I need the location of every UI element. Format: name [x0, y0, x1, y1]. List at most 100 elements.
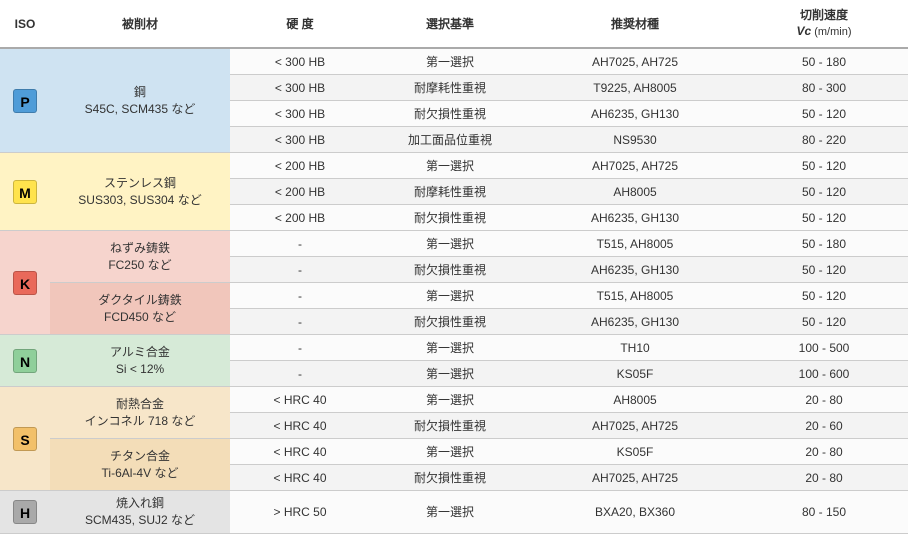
hdr-vc: 切削速度 Vc (m/min) [740, 0, 908, 48]
table-header-row: ISO 被削材 硬 度 選択基準 推奨材種 切削速度 Vc (m/min) [0, 0, 908, 48]
criteria-cell: 耐摩耗性重視 [370, 179, 530, 205]
vc-cell: 20 - 80 [740, 387, 908, 413]
iso-cell: N [0, 335, 50, 387]
material-name: チタン合金 [56, 448, 224, 465]
criteria-cell: 第一選択 [370, 439, 530, 465]
vc-cell: 20 - 60 [740, 413, 908, 439]
grade-cell: TH10 [530, 335, 740, 361]
vc-cell: 50 - 120 [740, 179, 908, 205]
hardness-cell: - [230, 257, 370, 283]
grade-cell: T515, AH8005 [530, 231, 740, 257]
iso-cell: H [0, 491, 50, 534]
material-name: 鋼 [56, 84, 224, 101]
hardness-cell: - [230, 283, 370, 309]
hardness-cell: < 200 HB [230, 205, 370, 231]
vc-cell: 20 - 80 [740, 465, 908, 491]
hardness-cell: < 200 HB [230, 153, 370, 179]
grade-cell: AH6235, GH130 [530, 205, 740, 231]
criteria-cell: 耐欠損性重視 [370, 465, 530, 491]
vc-cell: 50 - 120 [740, 309, 908, 335]
hardness-cell: < HRC 40 [230, 465, 370, 491]
hdr-material: 被削材 [50, 0, 230, 48]
grade-cell: AH6235, GH130 [530, 309, 740, 335]
hdr-grade: 推奨材種 [530, 0, 740, 48]
hardness-cell: < 300 HB [230, 101, 370, 127]
material-examples: FC250 など [56, 257, 224, 274]
iso-cell: K [0, 231, 50, 335]
hardness-cell: < HRC 40 [230, 413, 370, 439]
grade-cell: NS9530 [530, 127, 740, 153]
material-examples: FCD450 など [56, 309, 224, 326]
grade-cell: T9225, AH8005 [530, 75, 740, 101]
vc-cell: 50 - 120 [740, 283, 908, 309]
criteria-cell: 第一選択 [370, 387, 530, 413]
hdr-hardness: 硬 度 [230, 0, 370, 48]
material-name: ねずみ鋳鉄 [56, 240, 224, 257]
hardness-cell: - [230, 231, 370, 257]
hardness-cell: - [230, 361, 370, 387]
criteria-cell: 加工面品位重視 [370, 127, 530, 153]
table-row: ダクタイル鋳鉄FCD450 など-第一選択T515, AH800550 - 12… [0, 283, 908, 309]
material-cell: ねずみ鋳鉄FC250 など [50, 231, 230, 283]
hardness-cell: < HRC 40 [230, 439, 370, 465]
hdr-iso: ISO [0, 0, 50, 48]
vc-cell: 20 - 80 [740, 439, 908, 465]
table-row: Mステンレス鋼SUS303, SUS304 など< 200 HB第一選択AH70… [0, 153, 908, 179]
material-examples: Si < 12% [56, 361, 224, 378]
criteria-cell: 第一選択 [370, 491, 530, 534]
vc-cell: 80 - 150 [740, 491, 908, 534]
vc-cell: 50 - 180 [740, 48, 908, 75]
criteria-cell: 耐欠損性重視 [370, 413, 530, 439]
grade-cell: AH8005 [530, 179, 740, 205]
grade-cell: AH7025, AH725 [530, 48, 740, 75]
grade-cell: AH7025, AH725 [530, 465, 740, 491]
hardness-cell: - [230, 309, 370, 335]
iso-cell: S [0, 387, 50, 491]
table-row: H焼入れ鋼SCM435, SUJ2 など> HRC 50第一選択BXA20, B… [0, 491, 908, 534]
material-cell: 鋼S45C, SCM435 など [50, 48, 230, 153]
material-examples: S45C, SCM435 など [56, 101, 224, 118]
criteria-cell: 第一選択 [370, 231, 530, 257]
hardness-cell: < 300 HB [230, 127, 370, 153]
iso-badge: S [13, 427, 37, 451]
criteria-cell: 第一選択 [370, 361, 530, 387]
iso-cell: M [0, 153, 50, 231]
material-examples: SUS303, SUS304 など [56, 192, 224, 209]
material-cell: チタン合金Ti-6Al-4V など [50, 439, 230, 491]
hardness-cell: < 300 HB [230, 75, 370, 101]
vc-cell: 50 - 180 [740, 231, 908, 257]
table-row: チタン合金Ti-6Al-4V など< HRC 40第一選択KS05F20 - 8… [0, 439, 908, 465]
iso-badge: H [13, 500, 37, 524]
hardness-cell: < 200 HB [230, 179, 370, 205]
cutting-conditions-table: ISO 被削材 硬 度 選択基準 推奨材種 切削速度 Vc (m/min) P鋼… [0, 0, 908, 534]
grade-cell: AH6235, GH130 [530, 101, 740, 127]
criteria-cell: 耐欠損性重視 [370, 101, 530, 127]
material-cell: アルミ合金Si < 12% [50, 335, 230, 387]
table-row: Nアルミ合金Si < 12%-第一選択TH10100 - 500 [0, 335, 908, 361]
vc-cell: 50 - 120 [740, 257, 908, 283]
material-name: ステンレス鋼 [56, 175, 224, 192]
grade-cell: T515, AH8005 [530, 283, 740, 309]
grade-cell: AH8005 [530, 387, 740, 413]
grade-cell: KS05F [530, 439, 740, 465]
iso-badge: P [13, 89, 37, 113]
criteria-cell: 第一選択 [370, 335, 530, 361]
grade-cell: AH7025, AH725 [530, 413, 740, 439]
grade-cell: KS05F [530, 361, 740, 387]
material-cell: ステンレス鋼SUS303, SUS304 など [50, 153, 230, 231]
criteria-cell: 耐欠損性重視 [370, 309, 530, 335]
material-examples: Ti-6Al-4V など [56, 465, 224, 482]
vc-cell: 80 - 300 [740, 75, 908, 101]
hardness-cell: < 300 HB [230, 48, 370, 75]
criteria-cell: 第一選択 [370, 283, 530, 309]
grade-cell: AH7025, AH725 [530, 153, 740, 179]
material-examples: インコネル 718 など [56, 413, 224, 430]
table-row: Kねずみ鋳鉄FC250 など-第一選択T515, AH800550 - 180 [0, 231, 908, 257]
criteria-cell: 耐欠損性重視 [370, 257, 530, 283]
material-name: 耐熱合金 [56, 396, 224, 413]
material-name: ダクタイル鋳鉄 [56, 292, 224, 309]
criteria-cell: 第一選択 [370, 48, 530, 75]
material-cell: 焼入れ鋼SCM435, SUJ2 など [50, 491, 230, 534]
criteria-cell: 耐摩耗性重視 [370, 75, 530, 101]
table-row: S耐熱合金インコネル 718 など< HRC 40第一選択AH800520 - … [0, 387, 908, 413]
